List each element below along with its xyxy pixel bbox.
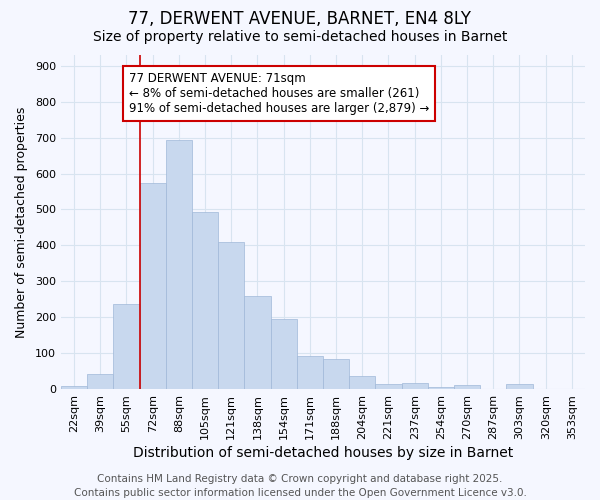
Bar [506,384,533,389]
Bar [192,212,218,389]
Bar [87,374,113,389]
Bar [140,182,166,389]
Bar [271,318,297,389]
Y-axis label: Number of semi-detached properties: Number of semi-detached properties [15,106,28,338]
Bar [297,356,323,389]
Bar [428,387,454,389]
Bar [244,296,271,389]
Text: 77 DERWENT AVENUE: 71sqm
← 8% of semi-detached houses are smaller (261)
91% of s: 77 DERWENT AVENUE: 71sqm ← 8% of semi-de… [129,72,430,114]
Bar [61,386,87,389]
X-axis label: Distribution of semi-detached houses by size in Barnet: Distribution of semi-detached houses by … [133,446,513,460]
Bar [454,385,480,389]
Bar [218,242,244,389]
Text: Size of property relative to semi-detached houses in Barnet: Size of property relative to semi-detach… [93,30,507,44]
Bar [376,384,401,389]
Bar [349,376,376,389]
Bar [401,382,428,389]
Text: Contains HM Land Registry data © Crown copyright and database right 2025.
Contai: Contains HM Land Registry data © Crown c… [74,474,526,498]
Bar [323,358,349,389]
Text: 77, DERWENT AVENUE, BARNET, EN4 8LY: 77, DERWENT AVENUE, BARNET, EN4 8LY [128,10,472,28]
Bar [166,140,192,389]
Bar [113,304,140,389]
